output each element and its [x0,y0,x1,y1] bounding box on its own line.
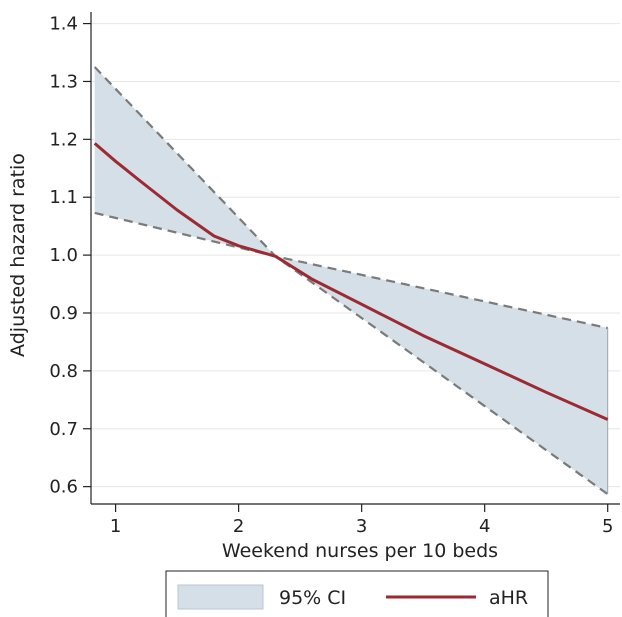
x-tick-label: 5 [602,516,613,537]
y-tick-label: 0.7 [49,419,78,440]
y-tick-label: 0.9 [49,303,78,324]
ahr-line-layer [93,142,609,421]
y-axis-label: Adjusted hazard ratio [7,153,29,357]
x-tick-label: 3 [356,516,367,537]
y-tick-label: 0.6 [49,477,78,498]
ci-band-fill [94,67,608,495]
y-tick-label: 0.8 [49,361,78,382]
legend-ahr-label: aHR [489,587,528,609]
legend-ci-swatch [177,584,264,610]
legend-ci-label: 95% CI [279,587,346,609]
y-tick-label: 1.0 [49,245,78,266]
confidence-band [93,66,609,496]
y-tick-label: 1.3 [49,71,78,92]
legend: 95% CI aHR [165,570,549,617]
x-tick-label: 1 [110,516,121,537]
y-tick-label: 1.1 [49,187,78,208]
axes: 0.6 0.7 0.8 0.9 1.0 1.1 1.2 1.3 1.4 1 2 3 4 5 [49,12,620,537]
x-tick-label: 4 [479,516,490,537]
x-tick-label: 2 [233,516,244,537]
y-tick-label: 1.4 [49,14,78,35]
ahr-line [93,142,609,421]
x-axis-label: Weekend nurses per 10 beds [222,540,498,562]
y-tick-label: 1.2 [49,129,78,150]
